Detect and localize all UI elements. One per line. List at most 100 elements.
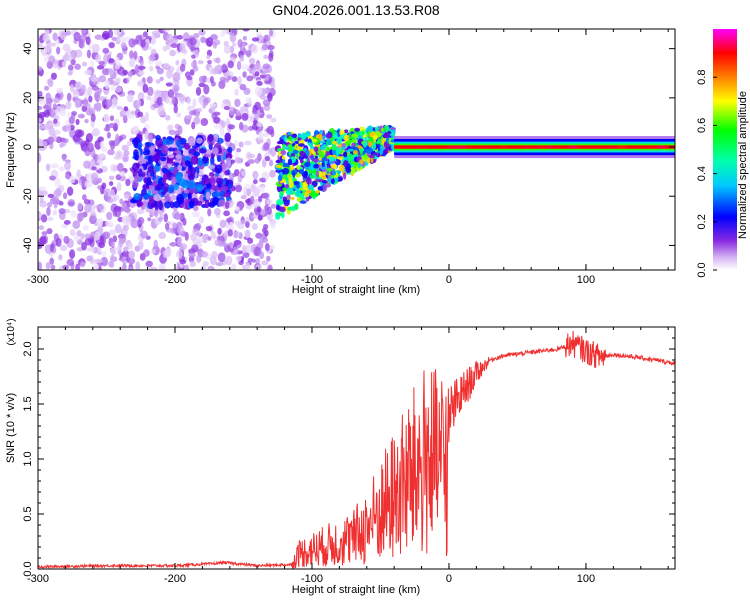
heat-blob <box>127 266 134 270</box>
heat-blob <box>153 208 159 218</box>
heat-blob <box>270 83 276 89</box>
heat-blob <box>134 64 140 74</box>
heat-blob <box>148 65 154 72</box>
heat-blob <box>262 63 270 70</box>
heat-blob <box>235 255 242 262</box>
heat-blob <box>500 145 508 149</box>
heat-blob <box>165 82 173 87</box>
heat-blob <box>53 118 58 124</box>
heat-blob <box>50 109 55 117</box>
colorbar-tick-label: 0.8 <box>696 70 708 85</box>
heat-blob <box>239 54 245 62</box>
heat-blob <box>230 186 236 192</box>
heat-blob <box>187 161 193 169</box>
heat-blob <box>59 244 68 252</box>
heat-blob <box>284 146 290 151</box>
heat-blob <box>166 69 173 79</box>
heat-blob <box>122 154 129 163</box>
heat-blob <box>249 195 255 205</box>
heat-blob <box>331 170 337 176</box>
heat-blob <box>120 42 127 50</box>
heat-blob <box>302 182 308 187</box>
heat-blob <box>327 139 331 146</box>
heat-blob <box>42 34 51 42</box>
heat-blob <box>122 69 128 76</box>
heat-blob <box>304 191 310 198</box>
heat-blob <box>554 145 562 149</box>
heat-blob <box>236 147 242 153</box>
heat-blob <box>210 156 215 166</box>
heat-blob <box>259 251 265 260</box>
heat-blob <box>276 148 282 152</box>
heat-blob <box>197 60 204 65</box>
heat-blob <box>187 179 196 190</box>
heat-blob <box>258 177 266 183</box>
heat-blob <box>299 150 306 157</box>
heat-blob <box>108 175 115 181</box>
heat-blob <box>218 199 226 207</box>
heat-blob <box>158 231 167 240</box>
heat-blob <box>71 110 78 116</box>
heat-blob <box>166 139 174 145</box>
heat-blob <box>192 98 197 108</box>
heat-blob <box>72 90 80 99</box>
heat-blob <box>237 39 243 48</box>
heat-blob <box>320 145 326 151</box>
heat-blob <box>616 145 628 149</box>
heat-blob <box>105 99 113 108</box>
heat-blob <box>92 128 100 137</box>
heat-blob <box>200 36 206 44</box>
heat-blob <box>203 84 210 95</box>
heat-blob <box>66 186 74 196</box>
heat-blob <box>197 157 203 167</box>
heat-blob <box>233 240 242 245</box>
heat-blob <box>167 89 175 98</box>
heat-blob <box>256 139 264 144</box>
heat-blob <box>218 80 226 89</box>
colorbar: 0.0 0.2 0.4 0.6 0.8 Normalized spectral ampl… <box>696 29 749 278</box>
heat-blob <box>121 144 129 152</box>
heat-blob <box>92 263 100 270</box>
heat-blob <box>132 179 139 189</box>
heat-blob <box>390 131 396 137</box>
heat-blob <box>65 54 73 62</box>
heat-blob <box>125 216 132 226</box>
heat-blob <box>55 187 62 197</box>
heat-blob <box>235 115 242 121</box>
heat-blob <box>75 118 80 125</box>
heat-blob <box>264 242 270 252</box>
heat-blob <box>87 86 92 97</box>
heat-blob <box>74 63 81 70</box>
heat-blob <box>268 159 274 167</box>
heat-blob <box>173 86 179 96</box>
heat-blob <box>98 60 105 66</box>
heat-blob <box>45 92 52 101</box>
heat-blob <box>159 76 164 82</box>
heat-blob <box>247 237 254 244</box>
heat-blob <box>246 75 254 82</box>
heat-blob <box>169 242 178 247</box>
heat-blob <box>153 193 162 202</box>
heat-blob <box>383 132 391 138</box>
heat-blob <box>275 164 283 168</box>
heat-blob <box>55 237 62 247</box>
heat-blob <box>256 122 263 128</box>
heat-blob <box>343 172 347 180</box>
heat-blob <box>137 111 144 118</box>
heat-blob <box>240 219 247 224</box>
heat-blob <box>290 205 297 212</box>
heat-blob <box>116 105 123 110</box>
heat-blob <box>270 221 276 229</box>
heat-blob <box>260 95 267 100</box>
heat-blob <box>455 145 469 149</box>
heat-blob <box>122 224 130 232</box>
heat-blob <box>238 141 244 148</box>
heat-blob <box>363 155 369 160</box>
heat-blob <box>611 145 618 149</box>
heat-blob <box>119 36 127 43</box>
heat-blob <box>282 162 290 169</box>
heat-blob <box>47 77 54 88</box>
heat-blob <box>201 264 206 270</box>
heat-blob <box>297 143 305 147</box>
